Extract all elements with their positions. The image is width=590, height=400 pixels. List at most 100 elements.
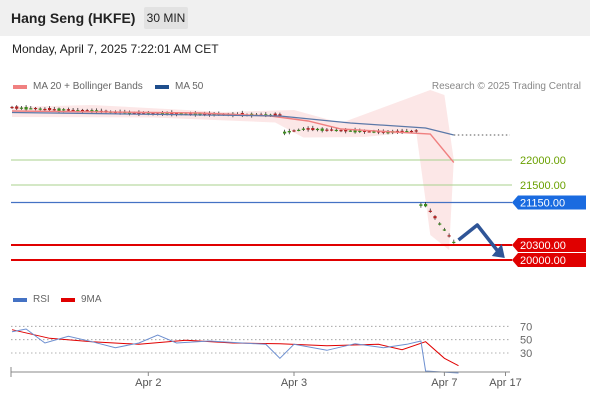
candle-body-93 [447,235,451,237]
candle-body-33 [165,113,169,115]
candle-body-79 [381,131,385,133]
level-label-2: 21150.00 [520,198,565,210]
candle-body-85 [409,130,414,133]
copyright: Research © 2025 Trading Central [431,81,581,92]
candle-body-69 [334,129,338,132]
level-tag-2 [512,195,586,210]
candle-body-62 [301,128,305,130]
projection-arrow [457,223,503,257]
legend-rsi-swatch [13,297,27,302]
instrument-title: Hang Seng (HKFE) [11,10,136,26]
candle-body-14 [76,110,80,112]
candle-body-10 [57,108,61,111]
candle-body-89 [428,210,432,212]
candle-body-64 [311,128,315,131]
legend-rsi-label: RSI [33,294,50,305]
rsi-tick-1: 50 [520,335,532,347]
candle-body-68 [330,129,334,131]
chart-header: Hang Seng (HKFE) 30 MIN [0,0,590,36]
rsi-ma9-line [11,329,459,367]
legend-9ma-label: 9MA [81,294,102,305]
candle-body-34 [170,112,174,115]
candle-body-94 [452,241,456,244]
level-label-3: 20300.00 [520,240,566,252]
candle-body-12 [66,109,70,111]
level-label-0: 22000.00 [520,155,566,167]
candle-body-67 [325,129,329,131]
candle-body-92 [442,229,446,231]
level-label-1: 21500.00 [520,180,566,192]
candle-body-60 [292,130,296,132]
candle-body-7 [43,108,47,111]
candle-body-15 [80,109,85,112]
rsi-tick-2: 30 [520,348,532,360]
candle-body-9 [52,109,56,111]
ma50-line [11,111,454,136]
candle-body-11 [62,109,66,111]
interval-button[interactable]: 30 MIN [144,7,188,29]
candle-body-32 [160,112,164,115]
candle-body-71 [344,129,348,132]
ma20-line [11,110,455,163]
legend-ma20-swatch [13,84,27,89]
legend-rsi: RSI [13,294,50,305]
candle-body-1 [15,106,19,109]
candle-body-38 [189,113,193,115]
candle-body-58 [283,131,287,134]
candle-body-40 [198,113,202,115]
candle-body-57 [278,114,282,116]
candle-body-54 [264,114,268,116]
candle-body-63 [306,128,310,130]
candle-body-5 [33,107,38,110]
candle-body-26 [132,112,136,114]
candle-body-8 [48,108,52,111]
projection-arrow-head [491,244,505,258]
candle-body-56 [273,113,277,117]
candle-body-13 [71,109,75,112]
level-label-4: 20000.00 [520,255,566,267]
candle-body-16 [85,110,89,112]
candle-body-17 [90,110,94,113]
rsi-line [11,328,459,374]
candle-body-88 [424,203,428,207]
candle-body-84 [405,131,409,133]
legend-ma50-label: MA 50 [175,81,204,92]
candle-body-4 [29,108,33,110]
timestamp: Monday, April 7, 2025 7:22:01 AM CET [12,42,219,56]
legend-ma20-label: MA 20 + Bollinger Bands [33,81,143,92]
candle-body-70 [339,130,343,132]
candle-body-91 [438,223,442,225]
candle-body-74 [358,130,362,132]
legend-9ma: 9MA [61,294,102,305]
candle-body-0 [10,106,14,109]
candle-body-36 [179,113,183,115]
candle-body-77 [372,131,376,133]
level-tag-4 [512,253,586,267]
candle-body-75 [362,130,367,132]
candle-body-61 [297,129,301,132]
candle-body-76 [367,131,371,133]
candle-body-87 [419,204,423,206]
candle-body-41 [203,113,207,115]
candle-body-30 [151,113,155,115]
x-tick-label-2: Apr 7 [431,377,457,389]
legend-ma20: MA 20 + Bollinger Bands [13,81,143,92]
candle-body-73 [353,129,357,133]
candle-body-66 [320,128,324,131]
legend-ma50-swatch [155,84,169,89]
legend-ma50: MA 50 [155,81,203,92]
candle-body-39 [193,113,197,115]
legend-9ma-swatch [61,297,75,302]
candle-body-72 [348,130,352,132]
candle-body-83 [400,130,404,133]
x-tick-label-3: Apr 17 [489,377,521,389]
candle-body-35 [174,113,179,115]
candle-body-2 [19,107,23,109]
candle-body-65 [315,128,320,131]
candle-body-59 [287,131,291,133]
candle-body-3 [24,107,28,110]
candle-body-6 [38,108,42,110]
candle-body-86 [414,130,418,132]
level-tag-3 [512,238,586,252]
